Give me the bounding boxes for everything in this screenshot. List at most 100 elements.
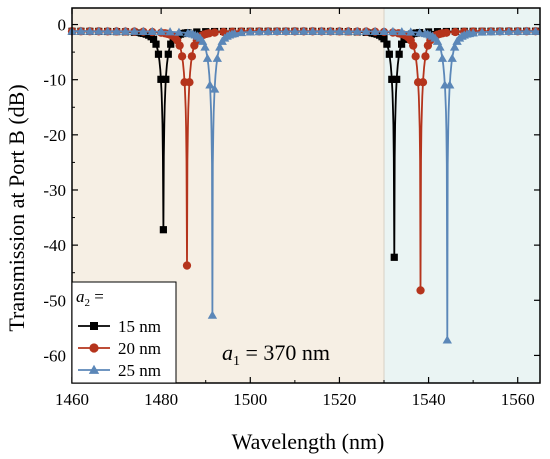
data-point <box>210 28 219 37</box>
data-point <box>205 80 215 89</box>
data-point <box>236 27 247 37</box>
data-point <box>76 26 86 35</box>
legend-marker <box>89 343 99 353</box>
data-point <box>165 27 175 36</box>
annotation-a1-subscript: 1 <box>233 354 240 369</box>
data-point <box>398 40 406 48</box>
data-point <box>254 27 264 36</box>
legend-title-symbol: a <box>76 287 85 306</box>
data-point <box>290 26 300 35</box>
data-point <box>486 27 496 36</box>
annotation-a1-symbol: a <box>222 340 233 365</box>
data-point <box>437 53 448 62</box>
data-point <box>370 26 380 35</box>
legend-label: 25 nm <box>118 361 161 380</box>
series-25-nm <box>67 26 541 344</box>
y-tick-label: 0 <box>58 16 67 35</box>
legend-title: a2 = <box>76 287 104 309</box>
y-tick-label: -30 <box>43 181 66 200</box>
data-point <box>393 75 401 83</box>
data-point <box>445 80 455 89</box>
data-point <box>212 53 222 62</box>
data-point <box>185 78 194 87</box>
data-point <box>343 26 354 35</box>
data-point <box>157 75 165 83</box>
y-tick-label: -60 <box>43 346 66 365</box>
data-point <box>411 52 420 61</box>
data-point <box>167 40 175 48</box>
data-point <box>451 27 460 37</box>
data-point <box>334 26 345 35</box>
data-point <box>397 27 407 36</box>
x-tick-label: 1500 <box>233 390 267 409</box>
data-point <box>149 35 158 43</box>
x-tick-label: 1560 <box>501 390 535 409</box>
data-point <box>152 40 160 48</box>
y-tick-label: -50 <box>43 291 66 310</box>
data-point <box>361 26 371 35</box>
data-point <box>229 28 240 38</box>
data-point <box>102 26 113 35</box>
data-point <box>138 26 148 35</box>
data-point <box>164 50 172 58</box>
data-point <box>416 286 425 295</box>
x-tick-label: 1460 <box>55 390 89 409</box>
legend-entries: 15 nm 20 nm 25 nm <box>78 317 161 380</box>
legend-label: 15 nm <box>118 317 161 336</box>
data-point <box>147 26 157 36</box>
legend-title-equals: = <box>90 287 104 306</box>
data-point <box>388 75 396 83</box>
legend-marker <box>90 322 98 330</box>
data-point <box>187 52 197 61</box>
data-point <box>308 26 318 35</box>
data-point <box>85 26 95 35</box>
data-point <box>530 26 541 35</box>
background-region-2 <box>384 8 540 383</box>
x-tick-label: 1520 <box>322 390 356 409</box>
annotation-a1-value: = 370 nm <box>240 340 330 365</box>
data-point <box>414 28 425 37</box>
data-point <box>395 50 403 58</box>
legend: a2 = 15 nm 20 nm 25 nm <box>71 281 177 384</box>
data-point <box>383 40 391 48</box>
data-point <box>442 335 452 344</box>
plot-curves <box>67 26 541 344</box>
x-tick-label: 1480 <box>144 390 178 409</box>
data-point <box>156 26 166 36</box>
data-point <box>175 41 184 50</box>
data-point <box>177 52 187 61</box>
y-tick-label: -10 <box>43 71 66 90</box>
data-point <box>202 53 213 62</box>
annotation-a1: a1 = 370 nm <box>222 340 330 369</box>
data-point <box>468 28 478 37</box>
data-point <box>162 75 170 83</box>
data-point <box>154 50 163 58</box>
data-point <box>521 26 532 35</box>
data-point <box>209 84 220 93</box>
data-point <box>504 26 514 36</box>
legend-entry-15-nm: 15 nm <box>78 317 161 336</box>
data-point <box>513 26 523 35</box>
data-point <box>129 26 140 35</box>
data-point <box>325 26 336 35</box>
data-point <box>379 26 389 36</box>
data-point <box>316 26 327 35</box>
data-point <box>421 52 430 61</box>
data-point <box>94 26 104 35</box>
data-point <box>449 42 460 51</box>
axis-ticks: 1460 1480 1500 1520 1540 1560 0 -10 -20 -30 -40 -50… <box>43 8 540 409</box>
data-point <box>215 42 225 51</box>
data-point <box>219 27 228 37</box>
legend-box <box>71 281 177 384</box>
legend-label: 20 nm <box>118 339 161 358</box>
x-tick-label: 1540 <box>412 390 446 409</box>
data-point <box>245 27 255 36</box>
data-point <box>495 26 505 36</box>
data-point <box>299 26 309 35</box>
data-point <box>207 310 218 319</box>
legend-entry-20-nm: 20 nm <box>78 339 161 358</box>
data-point <box>174 27 184 36</box>
data-point <box>281 26 291 35</box>
data-point <box>388 26 398 36</box>
